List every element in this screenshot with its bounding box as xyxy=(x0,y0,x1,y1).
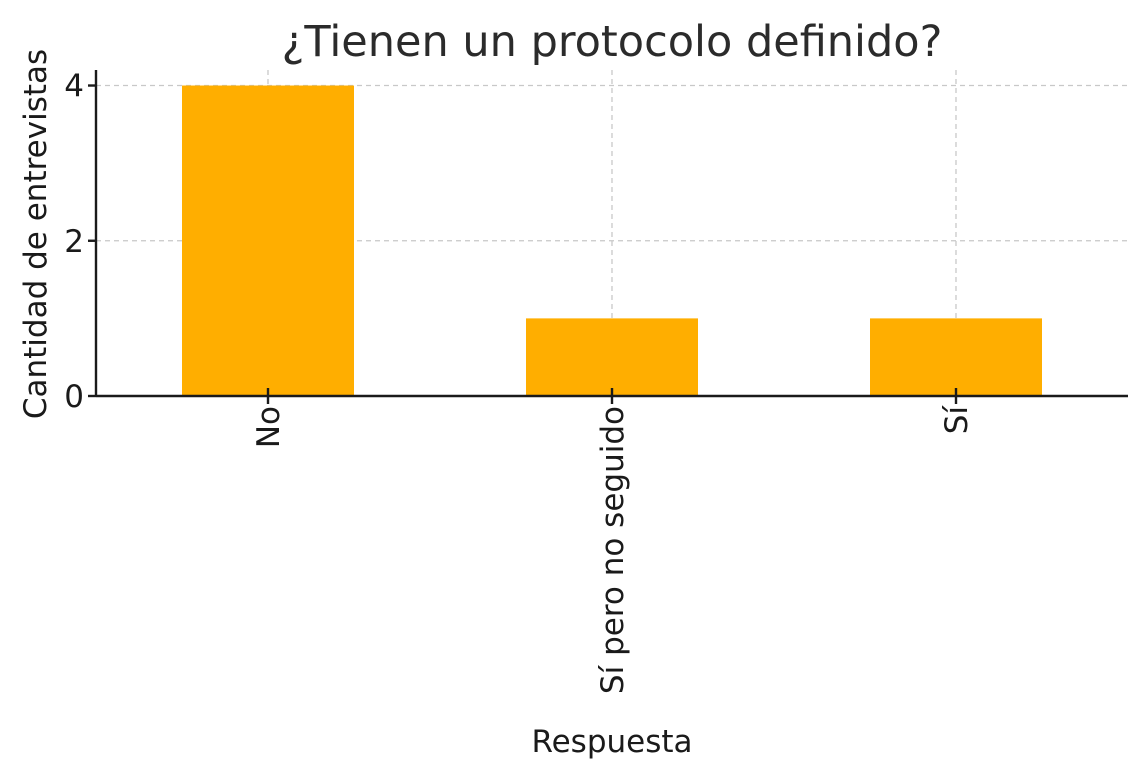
x-tick-label: Sí xyxy=(939,405,975,435)
y-tick-label: 2 xyxy=(64,224,84,260)
y-tick-label: 0 xyxy=(64,379,84,415)
bar xyxy=(526,318,698,396)
x-axis-label: Respuesta xyxy=(531,724,692,760)
x-tick-label: No xyxy=(251,406,287,448)
ticks: 0 2 4 No Sí pero no seguido Sí xyxy=(64,69,975,695)
y-axis-label: Cantidad de entrevistas xyxy=(18,49,54,419)
x-tick-label: Sí pero no seguido xyxy=(595,406,631,694)
chart-title: ¿Tienen un protocolo definido? xyxy=(282,17,943,67)
bar xyxy=(870,318,1042,396)
bars xyxy=(182,85,1042,397)
y-tick-label: 4 xyxy=(64,69,84,105)
bar xyxy=(182,85,354,397)
